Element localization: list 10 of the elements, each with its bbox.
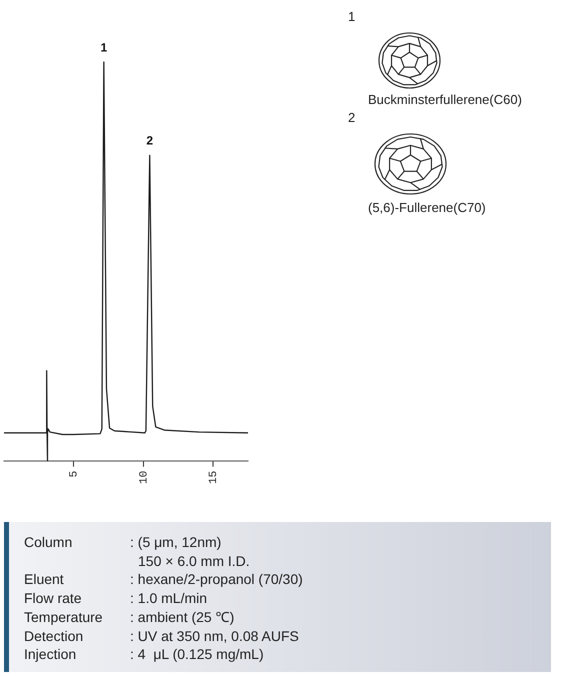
x-tick-label: 15 [208,470,220,484]
text: 1 [348,9,356,25]
annotation: 2 [146,134,154,148]
text: 2 [348,110,356,126]
x-tick-label: 5 [68,470,81,478]
conditions-panel: Column : (5 μm, 12nm) 150 × 6.0 mm I.D. Eluent : hexane/2-propanol (70/30) Flow rate : 1.0 mL/min Temperature : ambient (25 ℃) Detection : UV at 350 nm, 0.08 AUFS Injection : 4 μL (0.125 mg/mL) [4,522,551,672]
text: Buckminsterfullerene(C60) [368,92,522,108]
text: (5,6)-Fullerene(C70) [368,200,486,216]
x-tick-label: 10 [138,470,150,484]
annotation: 1 [100,40,108,54]
